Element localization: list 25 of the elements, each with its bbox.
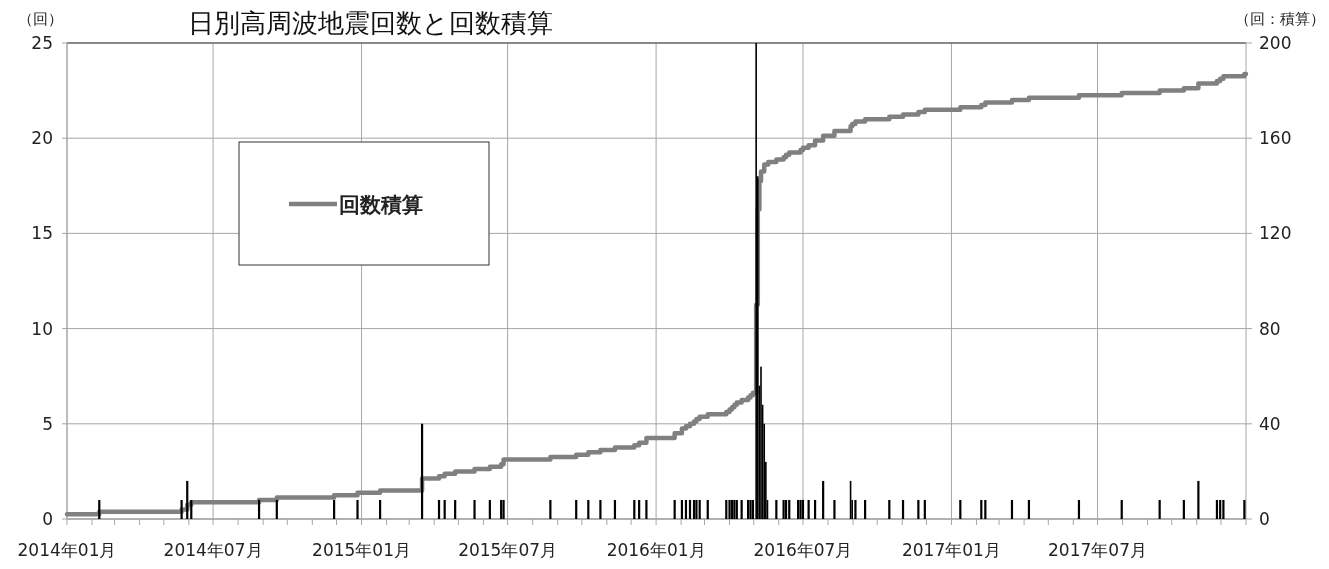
y2-tick-label: 200 — [1259, 33, 1292, 53]
y-axis-title: （回） — [17, 10, 63, 28]
x-tick-label: 2014年07月 — [163, 540, 263, 560]
y2-axis-title: （回：積算） — [1235, 10, 1325, 28]
legend-label: 回数積算 — [339, 193, 423, 217]
y2-tick-label: 120 — [1259, 223, 1292, 244]
legend: 回数積算 — [238, 141, 490, 266]
y2-tick-label: 0 — [1259, 509, 1270, 529]
x-tick-label: 2015年01月 — [312, 540, 411, 560]
y-tick-label: 5 — [42, 413, 53, 434]
x-tick-label: 2016年07月 — [753, 540, 853, 560]
x-tick-label: 2016年01月 — [606, 540, 706, 560]
y-tick-label: 25 — [31, 33, 53, 53]
y-tick-label: 20 — [31, 128, 53, 149]
chart-title: 日別高周波地震回数と回数積算 — [187, 8, 553, 38]
y2-tick-label: 160 — [1259, 128, 1292, 149]
x-tick-label: 2017年01月 — [902, 540, 1001, 560]
y2-tick-label: 80 — [1259, 318, 1281, 339]
y-tick-label: 10 — [31, 318, 53, 339]
x-tick-label: 2014年01月 — [17, 540, 117, 560]
x-tick-label: 2015年07月 — [458, 540, 558, 560]
y2-tick-label: 40 — [1259, 413, 1281, 434]
y-tick-label: 15 — [31, 223, 53, 244]
y-tick-label: 0 — [42, 509, 53, 529]
x-tick-label: 2017年07月 — [1048, 540, 1147, 560]
